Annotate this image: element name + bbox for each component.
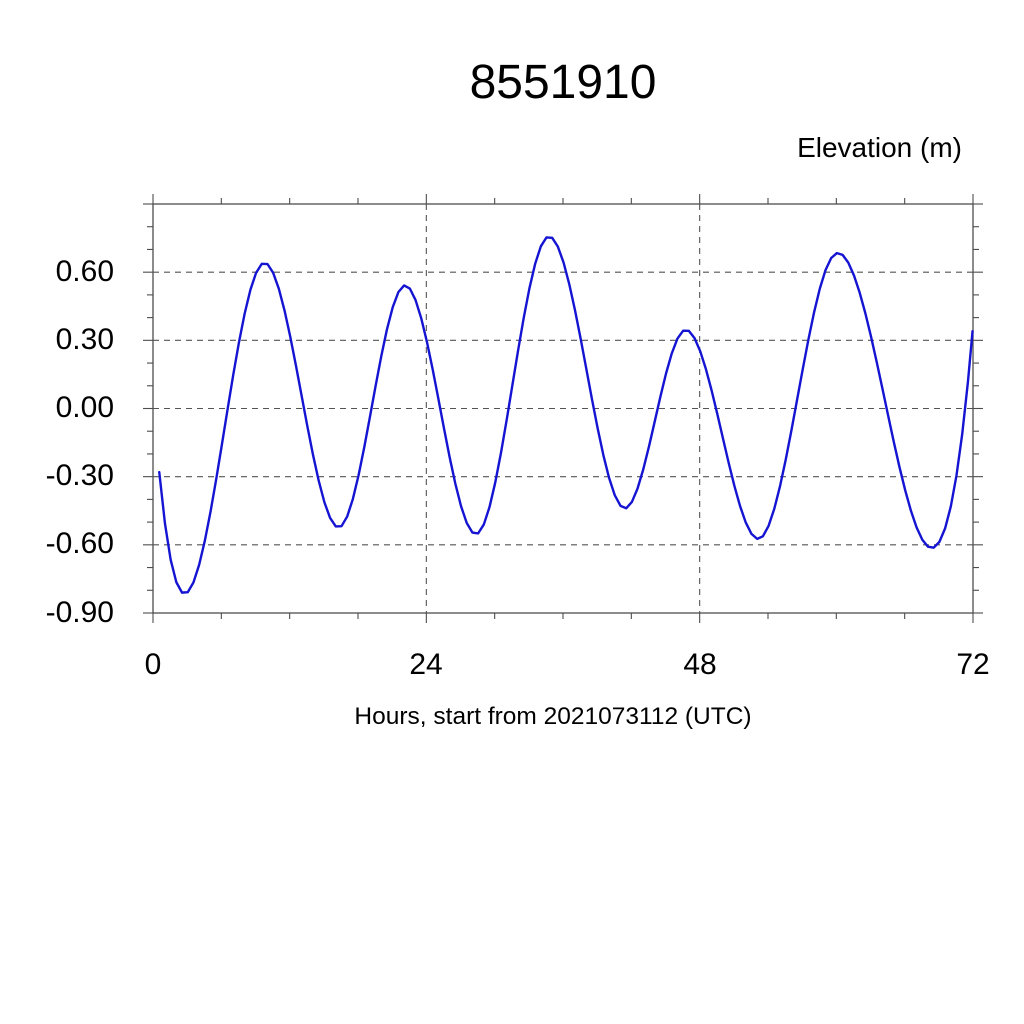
svg-text:24: 24 — [409, 648, 442, 681]
svg-text:0.60: 0.60 — [56, 255, 114, 288]
svg-text:72: 72 — [956, 648, 989, 681]
svg-text:0.00: 0.00 — [56, 391, 114, 424]
svg-text:0: 0 — [145, 648, 162, 681]
svg-text:-0.60: -0.60 — [46, 527, 114, 560]
svg-text:48: 48 — [683, 648, 716, 681]
svg-text:0.30: 0.30 — [56, 323, 114, 356]
svg-text:-0.30: -0.30 — [46, 459, 114, 492]
svg-text:-0.90: -0.90 — [46, 596, 114, 629]
